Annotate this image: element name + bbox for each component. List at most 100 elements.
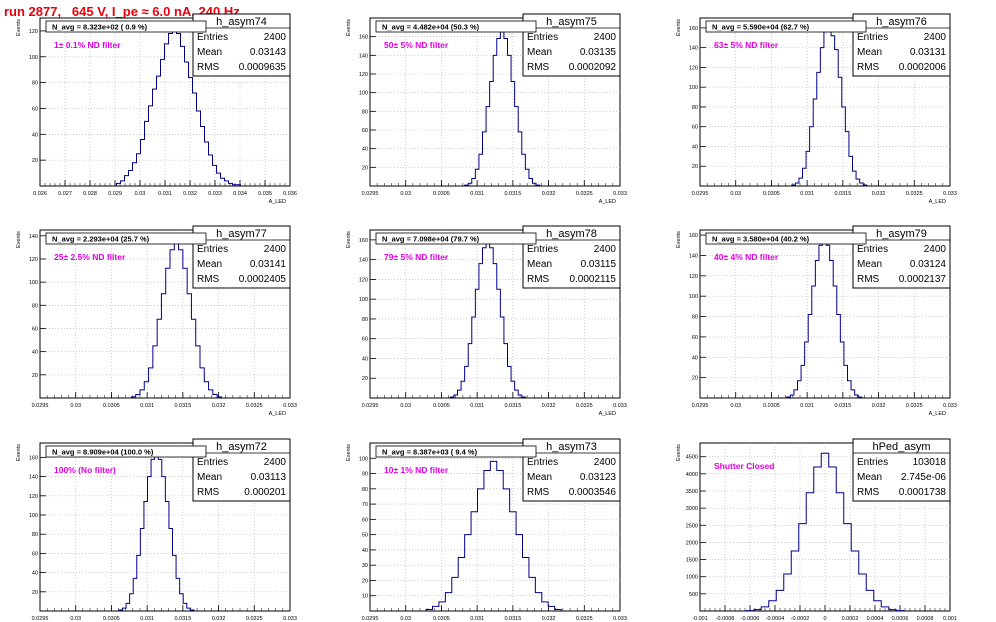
stats-box [192,225,291,289]
x-tick-label: 0.0325 [906,403,923,409]
y-tick-label: 500 [689,592,698,598]
stats-value-mean: 0.03141 [250,259,287,270]
y-tick-label: 80 [362,109,368,115]
stats-box [522,225,621,289]
x-tick-label: 0.0325 [576,616,593,622]
stats-key-mean: Mean [197,47,222,58]
stats-value-entries: 103018 [913,457,947,468]
y-tick-label: 40 [692,355,698,361]
histogram-line [745,452,905,612]
stats-key-mean: Mean [197,472,222,483]
stats-value-entries: 2400 [924,32,947,43]
y-tick-label: 100 [689,85,698,91]
y-tick-label: 160 [689,233,698,239]
stats-key-rms: RMS [527,274,550,285]
y-tick-label: 60 [32,106,38,112]
y-tick-label: 20 [362,578,368,584]
stats-key-rms: RMS [527,487,550,498]
stats-box [852,13,951,77]
y-tick-label: 140 [359,53,368,59]
x-tick-label: 0.03 [400,191,411,197]
y-tick-label: 160 [29,455,38,461]
stats-box [192,13,291,77]
x-tick-label: 0.0315 [174,616,191,622]
filter-label: 63± 5% ND filter [714,40,779,50]
y-tick-label: 40 [692,144,698,150]
x-tick-label: 0.0295 [32,616,49,622]
x-tick-label: 0.0008 [917,616,934,622]
x-tick-label: 0.032 [542,403,556,409]
y-tick-label: 80 [692,105,698,111]
x-tick-label: 0.034 [233,191,247,197]
x-tick-label: 0.0325 [906,191,923,197]
y-tick-label: 4000 [686,472,698,478]
x-tick-label: 0.032 [542,616,556,622]
filter-label: 1± 0.1% ND filter [54,40,121,50]
histogram-name: h_asym73 [546,441,597,453]
stats-value-entries: 2400 [594,32,617,43]
x-tick-label: 0.032 [212,403,226,409]
stats-key-mean: Mean [527,472,552,483]
histogram-panel-h_asym74: 0.026 0.027 0.028 0.029 0.03 0.031 0.032 0.033 0… [16,13,297,205]
y-tick-label: 80 [32,303,38,309]
stats-key-mean: Mean [527,259,552,270]
y-tick-label: 80 [32,81,38,87]
histogram-name: hPed_asym [872,441,930,453]
histogram-panel-h_asym79: 0.0295 0.03 0.0305 0.031 0.0315 0.032 0.0325 0.… [676,225,957,417]
histogram-name: h_asym79 [876,228,927,240]
stats-value-mean: 0.03135 [580,47,617,58]
stats-key-mean: Mean [857,47,882,58]
y-tick-label: 140 [689,46,698,52]
x-tick-label: 0.0315 [504,403,521,409]
y-tick-label: 80 [32,532,38,538]
stats-value-rms: 0.0002115 [569,274,616,285]
histogram-panel-h_asym73: 0.0295 0.03 0.0305 0.031 0.0315 0.032 0.0325 0.… [346,438,627,622]
x-tick-label: 0.0315 [504,616,521,622]
histogram-panel-h_asym77: 0.0295 0.03 0.0305 0.031 0.0315 0.032 0.0325 0.… [16,225,297,417]
x-axis-label: A_LED [269,411,286,417]
navg-label: N_avg = 5.590e+04 (62.7 %) [712,23,810,32]
y-tick-label: 100 [359,297,368,303]
x-tick-label: 0.0315 [174,403,191,409]
stats-value-rms: 0.0002405 [239,274,287,285]
stats-value-rms: 0.0009635 [239,62,287,73]
x-tick-label: 0.033 [208,191,222,197]
stats-box [852,438,951,502]
stats-value-rms: 0.0002137 [899,274,947,285]
x-tick-label: 0.032 [542,191,556,197]
x-tick-label: 0.0325 [576,403,593,409]
x-tick-label: 0.0315 [834,403,851,409]
x-tick-label: 0.032 [872,191,886,197]
y-axis-label: Events [676,231,682,248]
stats-value-rms: 0.0003546 [569,487,617,498]
stats-value-rms: 0.0002006 [899,62,947,73]
y-tick-label: 1000 [686,575,698,581]
y-tick-label: 140 [689,253,698,259]
x-tick-label: 0.0295 [362,616,379,622]
y-tick-label: 120 [689,65,698,71]
stats-key-rms: RMS [857,62,880,73]
x-tick-label: 0.0315 [504,191,521,197]
x-tick-label: 0.031 [470,616,484,622]
y-tick-label: 120 [689,274,698,280]
filter-label: 25± 2.5% ND filter [54,252,126,262]
x-tick-label: 0.033 [613,616,627,622]
stats-key-mean: Mean [527,47,552,58]
y-tick-label: 120 [29,494,38,500]
navg-label: N_avg = 2.293e+04 (25.7 %) [52,235,150,244]
x-tick-label: 0.0305 [763,191,780,197]
stats-key-rms: RMS [857,274,880,285]
x-tick-label: -0.0004 [766,616,785,622]
navg-label: N_avg = 7.098e+04 (79.7 %) [382,235,480,244]
stats-key-entries: Entries [857,457,888,468]
x-tick-label: 0.0295 [692,191,709,197]
y-tick-label: 120 [29,29,38,35]
stats-value-rms: 0.000201 [244,487,286,498]
stats-value-entries: 2400 [594,244,617,255]
y-tick-label: 40 [32,350,38,356]
y-tick-label: 120 [29,257,38,263]
x-tick-label: 0.026 [33,191,47,197]
histogram-name: h_asym77 [216,228,267,240]
histogram-panel-h_asym75: 0.0295 0.03 0.0305 0.031 0.0315 0.032 0.0325 0.… [346,13,627,205]
x-tick-label: -0.0008 [716,616,735,622]
